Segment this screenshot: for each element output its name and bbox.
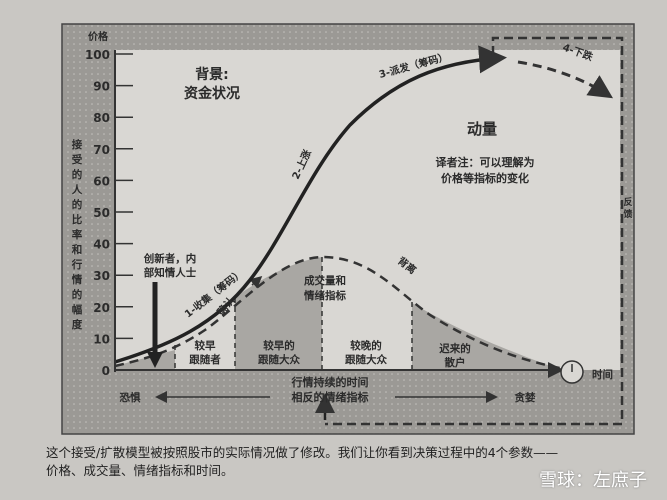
svg-text:跟随大众: 跟随大众 [345,353,387,366]
svg-text:接: 接 [72,138,83,151]
svg-text:资金状况: 资金状况 [184,85,240,102]
svg-text:跟随大众: 跟随大众 [258,353,300,366]
svg-text:情: 情 [72,273,83,286]
y-tick-label: 10 [93,332,110,346]
svg-text:比: 比 [72,213,83,226]
y-tick-label: 0 [102,364,110,378]
segment-late-majority: 较晚的 [350,339,382,352]
svg-text:反: 反 [623,196,632,208]
volume-label: 成交量和 [304,274,346,287]
segment-shade-laggards [412,303,550,370]
duration-label: 行情持续的时间 [291,375,369,389]
caption-line-2: 价格、成交量、情绪指标和时间。 [46,463,234,478]
svg-text:幅: 幅 [72,303,83,316]
y-tick-label: 20 [93,301,110,315]
segment-laggards: 迟来的 [439,342,471,355]
y-tick-label: 90 [93,80,110,94]
svg-text:的: 的 [72,198,83,211]
fear-label: 恐惧 [120,391,141,404]
svg-text:的: 的 [72,168,83,181]
feedback-label: 反馈 [623,196,632,220]
svg-text:散户: 散户 [445,356,466,369]
momentum-label: 动量 [467,120,497,138]
translator-note: 译者注：可以理解为 [436,155,535,169]
svg-text:人: 人 [72,183,83,196]
time-label: 时间 [592,368,613,381]
caption-line-1: 这个接受/扩散模型被按照股市的实际情况做了修改。我们让你看到决策过程中的4个参数… [46,445,559,460]
greed-label: 贪婪 [514,391,536,404]
segment-early-adopters: 较早 [195,339,216,352]
svg-text:行: 行 [71,258,83,271]
segment-early-majority: 较早的 [263,339,295,352]
svg-text:受: 受 [72,153,83,166]
volume-sentiment-curve [114,255,561,370]
svg-text:率: 率 [72,228,83,241]
y-tick-label: 80 [93,111,110,125]
svg-text:度: 度 [72,318,83,331]
y-tick-label: 70 [93,143,110,157]
innovators-label: 创新者，内 [143,252,197,265]
watermark: 雪球：左庶子 [539,470,647,491]
plot-area [115,50,620,370]
svg-text:部知情人士: 部知情人士 [144,266,197,279]
svg-text:和: 和 [71,243,83,256]
y-tick-label: 100 [85,48,110,62]
y-axis-title: 价格 [88,30,109,43]
feedback-loop [325,36,624,426]
svg-text:的: 的 [72,288,83,301]
svg-text:相反的情绪指标: 相反的情绪指标 [292,390,369,404]
price-curve [114,45,507,364]
decline-curve [517,60,614,99]
svg-text:跟随者: 跟随者 [189,353,221,366]
y-tick-label: 30 [93,269,110,283]
svg-text:价格等指标的变化: 价格等指标的变化 [441,171,529,185]
y-tick-label: 50 [93,206,110,220]
svg-text:情绪指标: 情绪指标 [304,289,346,302]
y-tick-label: 40 [93,238,110,252]
y-tick-label: 60 [93,174,110,188]
background-label: 背景: [195,66,229,83]
svg-text:馈: 馈 [623,208,632,220]
